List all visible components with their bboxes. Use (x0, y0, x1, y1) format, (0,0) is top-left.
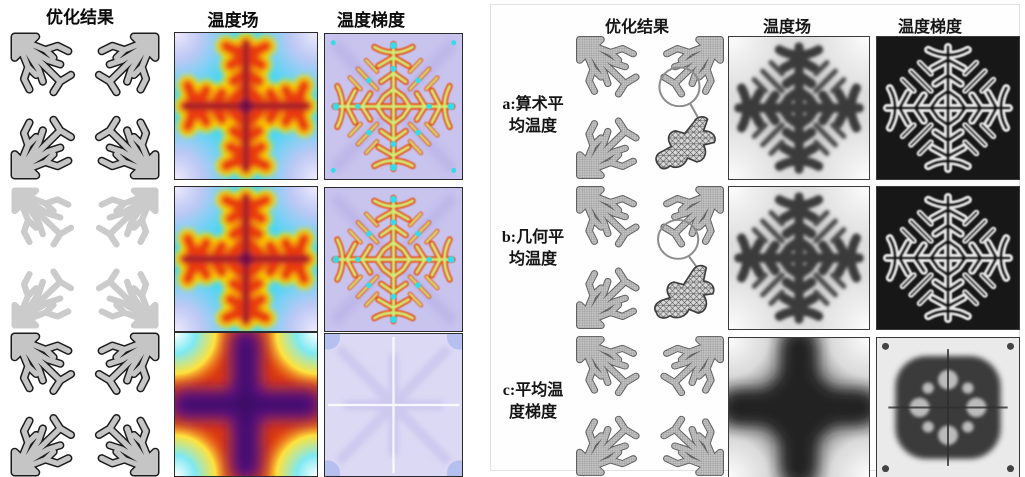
left-row3-temperature-field-image (174, 332, 318, 477)
mesh-zoom-inset (655, 116, 716, 170)
right-header-temperature-field: 温度场 (762, 19, 812, 36)
left-row2-temperature-field-image (174, 186, 318, 332)
left-row3-optimized-topology-image (10, 332, 160, 477)
magnifier-circle-icon (657, 218, 700, 260)
left-row1-temperature-field-image (174, 32, 318, 180)
right-rowA-optimized-topology-image (575, 35, 725, 180)
magnifier-arrow-line (689, 103, 700, 119)
row-label-c-line2: 度梯度 (508, 404, 557, 421)
row-label-b-line1: b:几何平 (501, 229, 565, 246)
left-header-optimization-result: 优化结果 (46, 8, 114, 27)
right-rowB-temperature-gradient-image (876, 186, 1020, 330)
left-row2-optimized-topology-image (10, 186, 160, 330)
row-label-a-line2: 均温度 (508, 118, 557, 135)
right-rowA-temperature-gradient-image (876, 36, 1020, 180)
row-label-b-line2: 均温度 (508, 251, 557, 268)
magnifier-circle-icon (658, 66, 701, 108)
right-header-temperature-gradient: 温度梯度 (897, 19, 963, 36)
right-rowB-optimized-topology-image (575, 185, 725, 330)
row-label-a-line1: a:算术平 (502, 96, 564, 113)
mesh-zoom-inset (654, 264, 715, 319)
left-header-temperature-gradient: 温度梯度 (337, 11, 405, 30)
left-row2-temperature-gradient-image (324, 187, 463, 332)
row-label-c-mean-temperature-gradient: c:平均温 度梯度 (485, 380, 581, 424)
row-label-a-arithmetic-mean-temperature: a:算术平 均温度 (485, 94, 581, 138)
right-rowC-optimized-topology-image (575, 335, 725, 477)
right-rowB-temperature-field-image (728, 186, 870, 330)
right-rowC-temperature-field-image (728, 337, 870, 477)
left-row3-temperature-gradient-image (324, 333, 463, 477)
left-header-temperature-field: 温度场 (207, 11, 259, 30)
left-row1-optimized-topology-image (10, 32, 160, 180)
right-rowC-temperature-gradient-image (876, 337, 1020, 477)
row-label-b-geometric-mean-temperature: b:几何平 均温度 (485, 227, 581, 271)
row-label-c-line1: c:平均温 (502, 382, 564, 399)
right-header-optimization-result: 优化结果 (604, 19, 670, 36)
right-rowA-temperature-field-image (728, 36, 870, 180)
left-row1-temperature-gradient-image (324, 33, 463, 180)
